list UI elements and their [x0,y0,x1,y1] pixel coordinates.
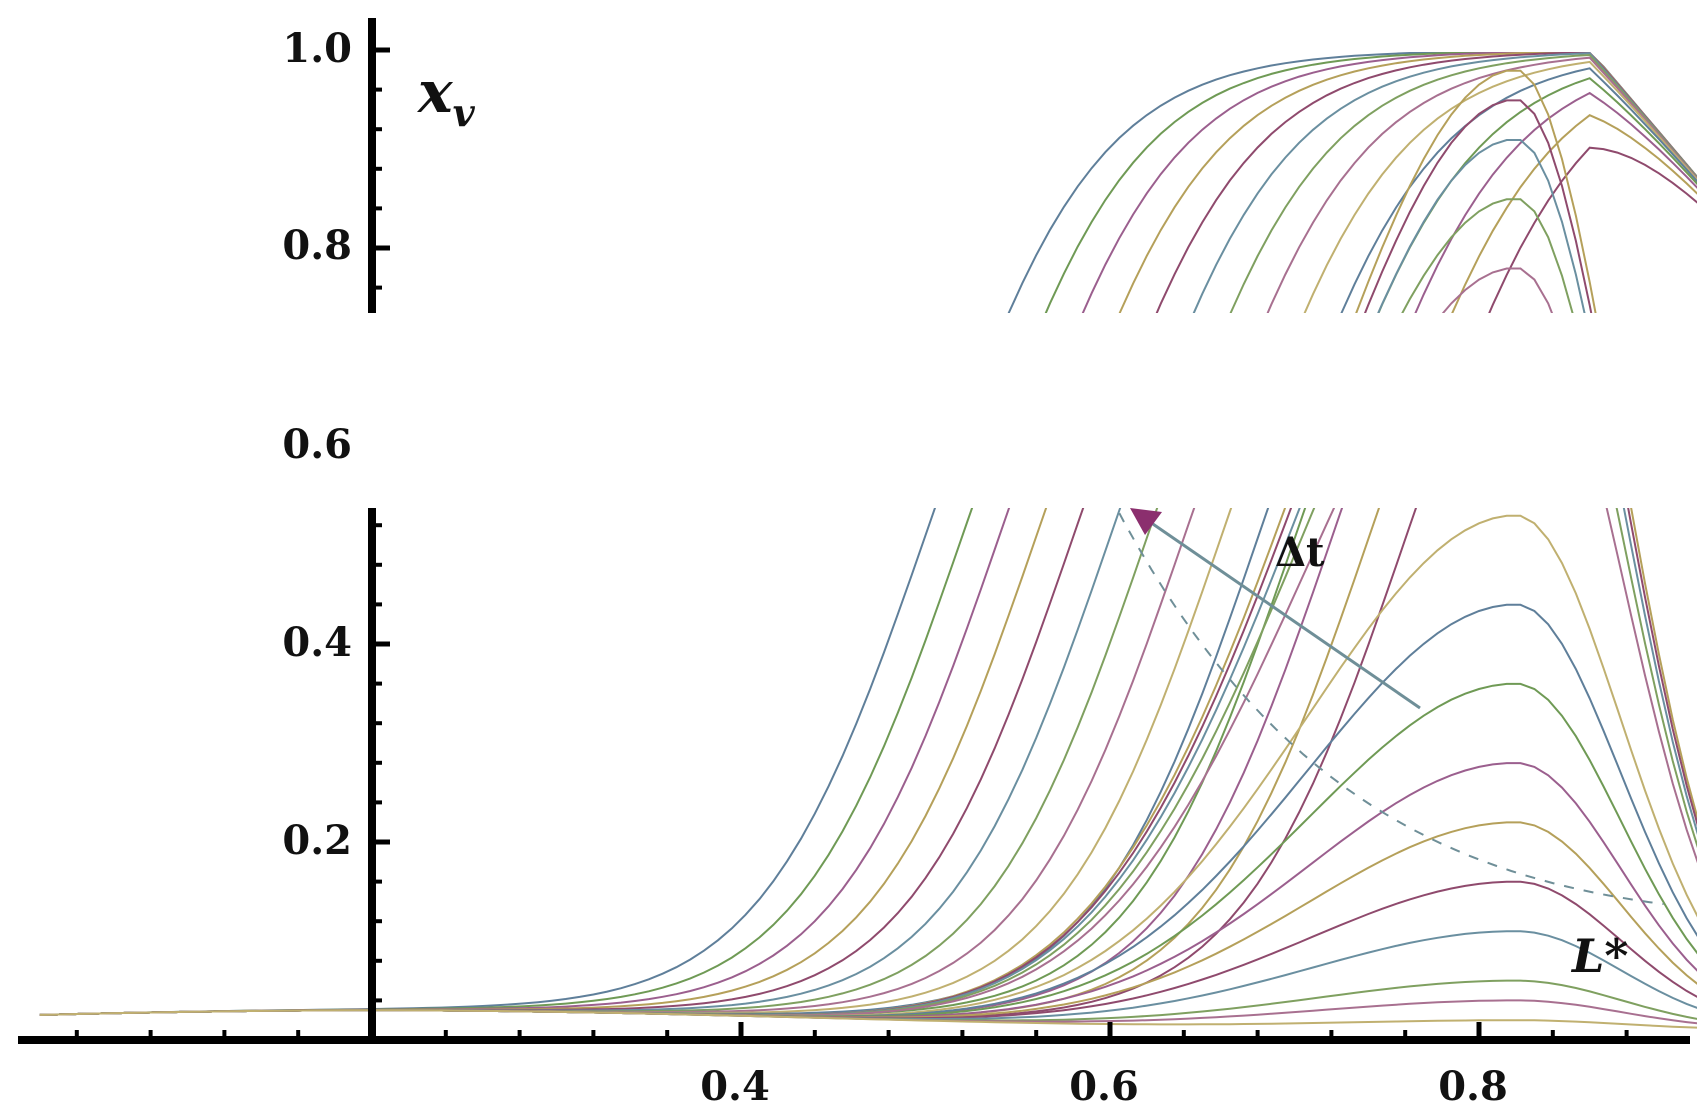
rising-curve [39,77,1697,1016]
l-star-dashed-curve [1109,495,1664,905]
rising-curve [39,53,1697,1016]
delta-t-arrow-head [1130,508,1162,535]
rising-curve [39,60,1697,1016]
tick-layer [74,47,1629,1040]
x-tick-label: 0.8 [1438,1063,1508,1110]
peaked-curve [39,603,1697,1018]
rising-curve [39,52,1697,1016]
curve-layer [39,52,1697,1029]
y-tick-label: 0.2 [282,817,352,864]
rising-curve [39,52,1697,1016]
y-tick-label: 0.6 [282,421,352,468]
rising-curve [39,52,1697,1016]
x-tick-label: 0.4 [700,1063,770,1110]
rising-curve [39,52,1697,1016]
x-tick-label: 0.6 [1069,1063,1139,1110]
y-tick-label: 1.0 [282,25,352,72]
rising-curve [39,52,1697,1016]
y-axis-title: xv [416,58,476,135]
white-band [0,313,1697,508]
rising-curve [39,56,1697,1016]
rising-curve [39,52,1697,1016]
rising-curve [39,146,1697,1019]
peaked-curve [39,139,1697,1017]
delta-t-label: Δt [1275,529,1325,576]
delta-t-arrow-line [1149,520,1421,710]
y-tick-label: 0.8 [282,222,352,269]
y-tick-label: 0.4 [282,619,352,666]
l-star-label: L* [1570,929,1628,983]
peaked-curve [39,1009,1697,1029]
